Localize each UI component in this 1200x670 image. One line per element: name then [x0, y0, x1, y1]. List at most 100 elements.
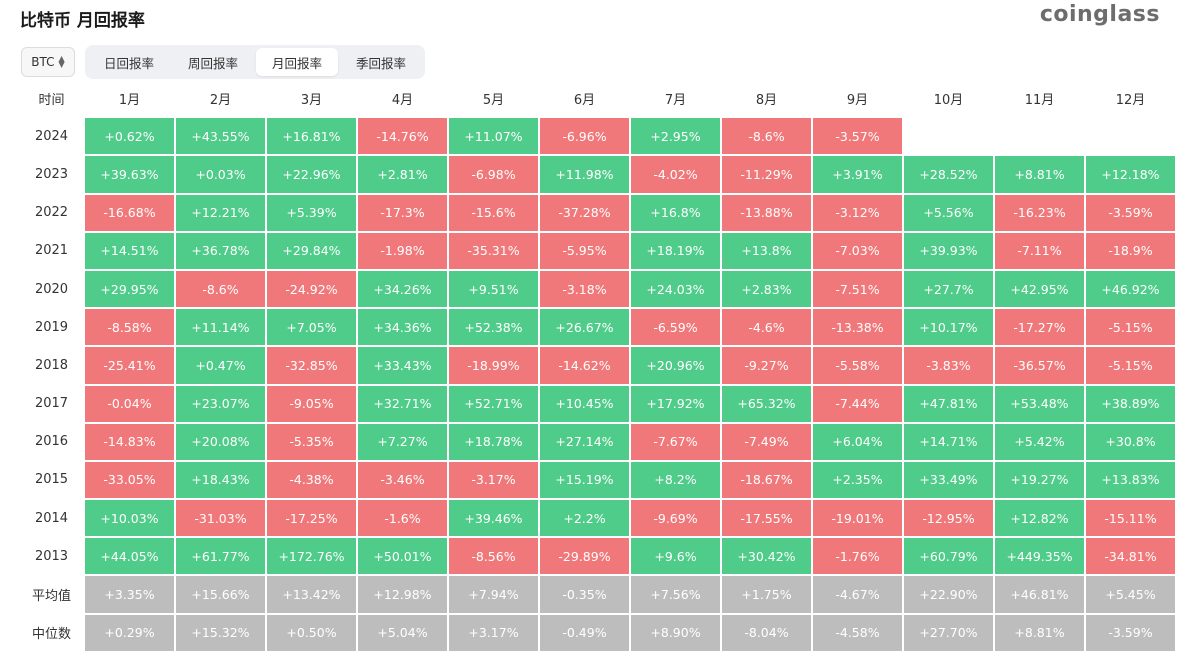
empty-cell — [904, 118, 993, 154]
return-cell: +36.78% — [176, 232, 265, 269]
return-cell: -12.95% — [904, 500, 993, 537]
return-cell: +24.03% — [631, 270, 720, 308]
return-cell: -4.02% — [631, 156, 720, 193]
median-cell: +15.32% — [176, 614, 265, 651]
return-cell: -5.35% — [267, 423, 356, 460]
return-cell: +11.14% — [176, 309, 265, 346]
return-cell: +172.76% — [267, 538, 356, 575]
return-cell: +33.43% — [358, 347, 447, 384]
tab-weekly-returns[interactable]: 周回报率 — [188, 55, 239, 71]
tab-monthly-returns[interactable]: 月回报率 — [256, 48, 339, 76]
average-cell: +13.42% — [267, 576, 356, 613]
row-year-label: 2019 — [34, 319, 69, 335]
return-cell: +449.35% — [995, 538, 1084, 575]
header-month: 7月 — [664, 92, 687, 108]
return-cell: -7.49% — [722, 423, 811, 460]
return-cell: +11.07% — [449, 118, 538, 155]
return-cell: -18.67% — [722, 461, 811, 499]
average-cell: +22.90% — [904, 576, 993, 613]
median-label: 中位数 — [31, 627, 71, 643]
average-cell: +12.98% — [358, 576, 447, 613]
return-cell: +26.67% — [540, 309, 629, 346]
return-cell: -16.68% — [85, 194, 174, 231]
return-cell: -9.69% — [631, 500, 720, 537]
return-cell: +5.39% — [267, 194, 356, 231]
chevron-updown-icon: ▲ ▼ — [58, 54, 65, 69]
median-cell: -3.59% — [1086, 614, 1175, 651]
return-cell: +39.46% — [449, 500, 538, 537]
return-cell: +0.47% — [176, 347, 265, 384]
return-cell: +11.98% — [540, 156, 629, 193]
return-cell: -36.57% — [995, 347, 1084, 384]
return-cell: +14.71% — [904, 423, 993, 460]
brand-logo[interactable]: coinglass — [1039, 2, 1160, 27]
header-time: 时间 — [38, 92, 65, 108]
return-cell: -33.05% — [85, 461, 174, 499]
return-cell: -1.6% — [358, 500, 447, 537]
return-cell: +2.35% — [813, 461, 902, 499]
median-cell: -0.49% — [540, 614, 629, 651]
return-cell: +27.14% — [540, 423, 629, 460]
average-cell: +7.56% — [631, 576, 720, 613]
tab-daily-returns[interactable]: 日回报率 — [104, 55, 155, 71]
return-cell: +0.03% — [176, 156, 265, 193]
return-cell: +9.51% — [449, 270, 538, 308]
return-cell: +38.89% — [1086, 385, 1175, 422]
return-cell: +20.96% — [631, 347, 720, 384]
return-cell: +20.08% — [176, 423, 265, 460]
return-cell: -4.6% — [722, 309, 811, 346]
return-cell: +5.42% — [995, 423, 1084, 460]
return-cell: -17.27% — [995, 309, 1084, 346]
return-cell: -5.15% — [1086, 309, 1175, 346]
row-year-label: 2013 — [34, 548, 69, 564]
return-cell: +14.51% — [85, 232, 174, 269]
return-cell: -8.58% — [85, 309, 174, 346]
coin-select[interactable]: BTC ▲ ▼ — [21, 47, 75, 77]
return-cell: -8.56% — [449, 538, 538, 575]
return-cell: +47.81% — [904, 385, 993, 422]
return-cell: -17.55% — [722, 500, 811, 537]
return-cell: +34.26% — [358, 270, 447, 308]
row-year-label: 2023 — [34, 166, 69, 182]
return-cell: +30.8% — [1086, 423, 1175, 460]
row-year-label: 2018 — [34, 357, 69, 373]
return-cell: -34.81% — [1086, 538, 1175, 575]
return-cell: +46.92% — [1086, 270, 1175, 308]
return-cell: -5.58% — [813, 347, 902, 384]
return-cell: -25.41% — [85, 347, 174, 384]
return-cell: +22.96% — [267, 156, 356, 193]
return-cell: -3.46% — [358, 461, 447, 499]
return-cell: -4.38% — [267, 461, 356, 499]
header-month: 9月 — [846, 92, 869, 108]
average-cell: +3.35% — [85, 576, 174, 613]
return-cell: -1.98% — [358, 232, 447, 269]
return-cell: -5.95% — [540, 232, 629, 269]
return-cell: +0.62% — [85, 118, 174, 155]
return-cell: +10.03% — [85, 500, 174, 537]
return-cell: +44.05% — [85, 538, 174, 575]
return-cell: +12.21% — [176, 194, 265, 231]
return-cell: +10.17% — [904, 309, 993, 346]
return-cell: -6.96% — [540, 118, 629, 155]
period-tabs: 日回报率 周回报率 月回报率 季回报率 — [85, 45, 426, 79]
tab-quarterly-returns[interactable]: 季回报率 — [356, 55, 407, 71]
return-cell: +50.01% — [358, 538, 447, 575]
return-cell: +42.95% — [995, 270, 1084, 308]
return-cell: +2.81% — [358, 156, 447, 193]
return-cell: -18.9% — [1086, 232, 1175, 269]
return-cell: +16.8% — [631, 194, 720, 231]
empty-cell — [1086, 118, 1175, 154]
header-month: 1月 — [118, 92, 141, 108]
row-year-label: 2024 — [34, 128, 69, 144]
median-cell: -8.04% — [722, 614, 811, 651]
return-cell: +13.83% — [1086, 461, 1175, 499]
median-cell: +27.70% — [904, 614, 993, 651]
return-cell: +18.43% — [176, 461, 265, 499]
row-year-label: 2021 — [34, 243, 69, 259]
return-cell: +33.49% — [904, 461, 993, 499]
average-cell: +5.45% — [1086, 576, 1175, 613]
return-cell: -7.03% — [813, 232, 902, 269]
coin-select-value: BTC — [31, 55, 55, 69]
return-cell: -14.83% — [85, 423, 174, 460]
header-month: 4月 — [391, 92, 414, 108]
